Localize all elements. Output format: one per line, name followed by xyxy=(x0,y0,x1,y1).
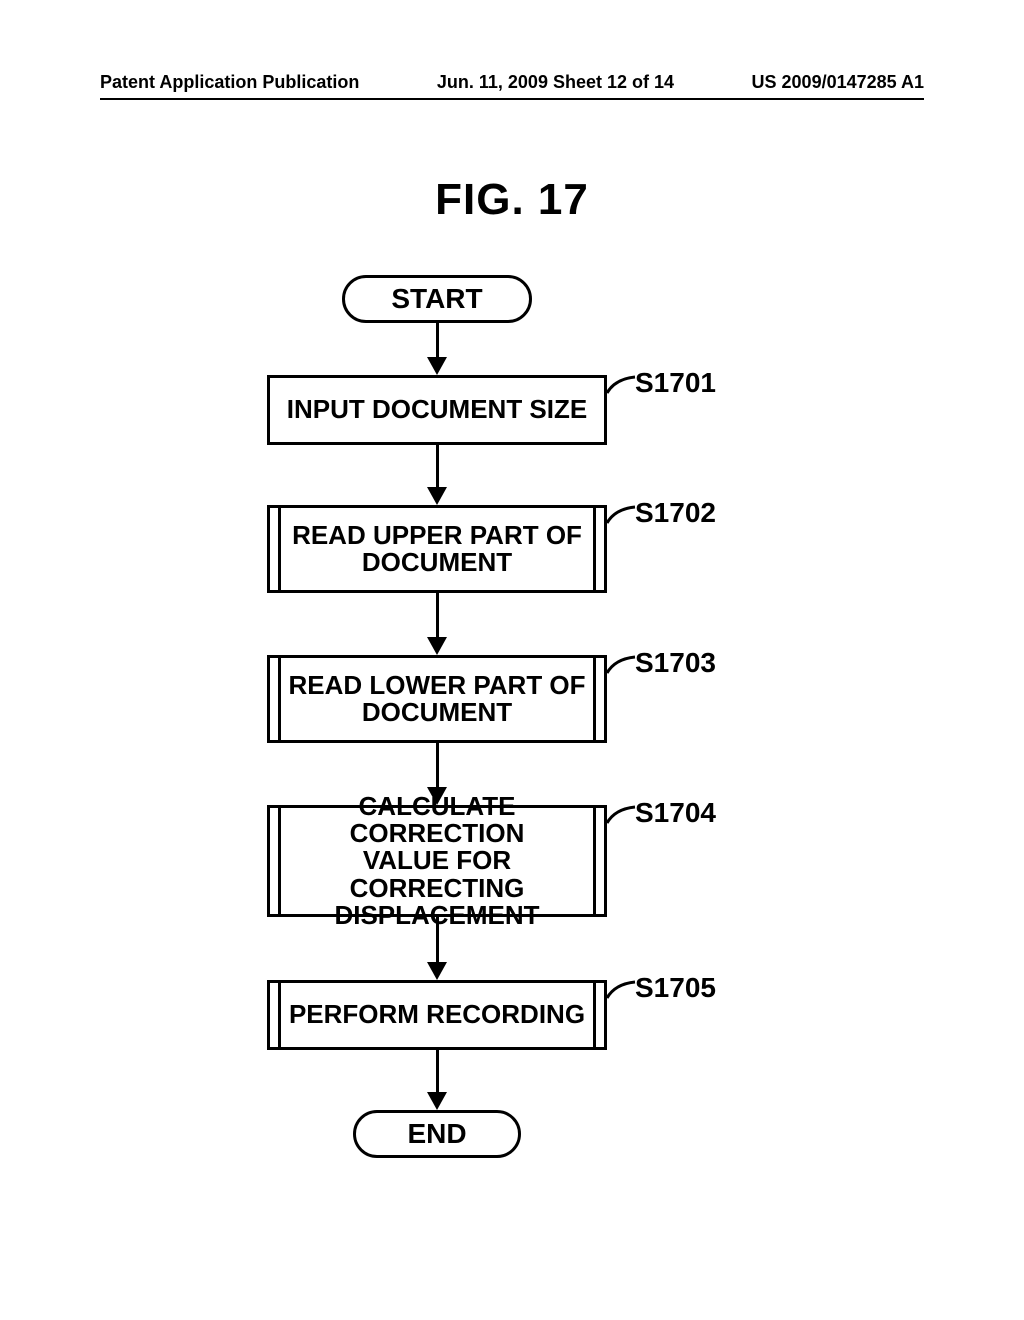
flow-arrow xyxy=(436,593,439,639)
step-label: S1705 xyxy=(635,972,716,1004)
subprocess-label: READ UPPER PART OFDOCUMENT xyxy=(284,508,590,590)
arrow-head-icon xyxy=(427,487,447,505)
header-center: Jun. 11, 2009 Sheet 12 of 14 xyxy=(437,72,674,93)
page-header: Patent Application Publication Jun. 11, … xyxy=(0,72,1024,93)
subprocess-label: PERFORM RECORDING xyxy=(284,983,590,1047)
header-right: US 2009/0147285 A1 xyxy=(752,72,924,93)
arrow-head-icon xyxy=(427,962,447,980)
flow-arrow xyxy=(436,743,439,789)
step-label: S1702 xyxy=(635,497,716,529)
start-terminator: START xyxy=(342,275,532,323)
subprocess-box: READ UPPER PART OFDOCUMENT xyxy=(267,505,607,593)
step-label: S1703 xyxy=(635,647,716,679)
leader-line xyxy=(605,803,639,833)
subprocess-box: CALCULATE CORRECTIONVALUE FOR CORRECTING… xyxy=(267,805,607,917)
header-rule xyxy=(100,98,924,100)
subprocess-box: PERFORM RECORDING xyxy=(267,980,607,1050)
step-label: S1701 xyxy=(635,367,716,399)
flow-arrow xyxy=(436,1050,439,1094)
leader-line xyxy=(605,503,639,533)
arrow-head-icon xyxy=(427,1092,447,1110)
process-box: INPUT DOCUMENT SIZE xyxy=(267,375,607,445)
header-left: Patent Application Publication xyxy=(100,72,359,93)
leader-line xyxy=(605,978,639,1008)
arrow-head-icon xyxy=(427,357,447,375)
flow-arrow xyxy=(436,445,439,489)
step-label: S1704 xyxy=(635,797,716,829)
subprocess-label: READ LOWER PART OFDOCUMENT xyxy=(284,658,590,740)
leader-line xyxy=(605,373,639,403)
subprocess-label: CALCULATE CORRECTIONVALUE FOR CORRECTING… xyxy=(284,808,590,914)
subprocess-box: READ LOWER PART OFDOCUMENT xyxy=(267,655,607,743)
end-terminator: END xyxy=(353,1110,521,1158)
leader-line xyxy=(605,653,639,683)
flow-arrow xyxy=(436,323,439,359)
arrow-head-icon xyxy=(427,637,447,655)
figure-title: FIG. 17 xyxy=(0,175,1024,225)
